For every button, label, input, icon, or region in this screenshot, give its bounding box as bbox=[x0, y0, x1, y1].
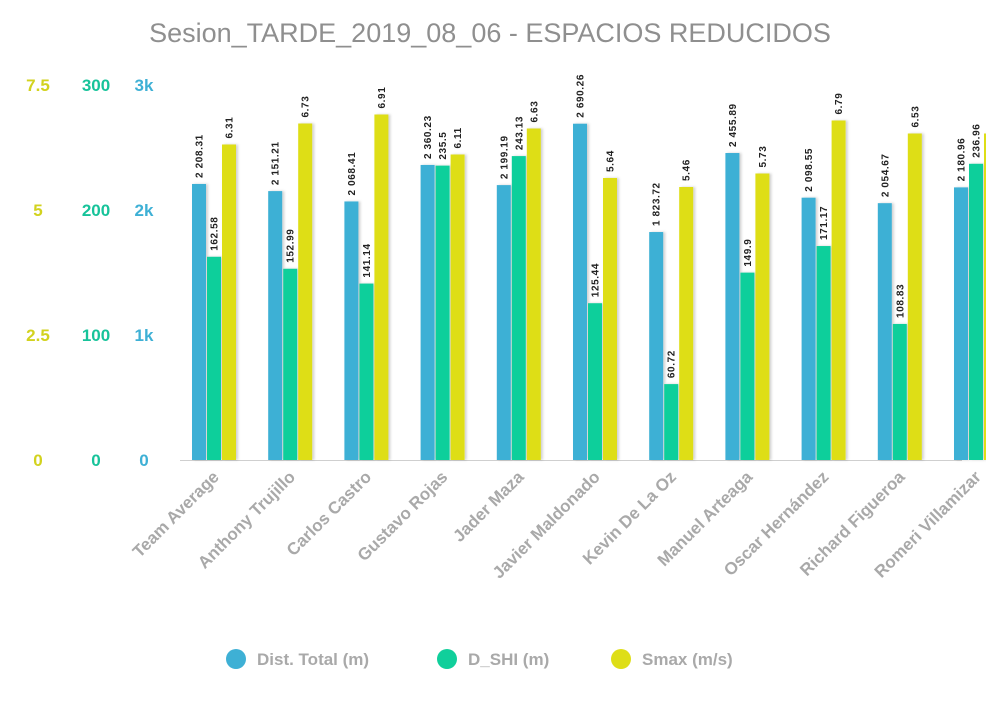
bar[interactable] bbox=[893, 324, 907, 460]
data-label: 2 180.96 bbox=[957, 138, 968, 182]
data-label: 125.44 bbox=[591, 263, 602, 297]
data-label: 141.14 bbox=[362, 243, 373, 277]
bar[interactable] bbox=[512, 156, 526, 460]
y-tick-label: 200 bbox=[82, 201, 110, 220]
y-tick-label: 2.5 bbox=[26, 326, 50, 345]
bar[interactable] bbox=[878, 203, 892, 460]
bar[interactable] bbox=[527, 129, 541, 461]
bar[interactable] bbox=[344, 201, 358, 460]
data-label: 6.11 bbox=[453, 127, 464, 148]
data-label: 243.13 bbox=[514, 116, 525, 150]
data-label: 152.99 bbox=[286, 229, 297, 263]
data-label: 5.73 bbox=[758, 146, 769, 168]
data-label: 2 199.19 bbox=[499, 135, 510, 179]
legend[interactable]: Dist. Total (m) D_SHI (m) Smax (m/s) bbox=[226, 649, 733, 669]
bar[interactable] bbox=[573, 124, 587, 460]
data-label: 2 208.31 bbox=[195, 134, 206, 178]
bar[interactable] bbox=[283, 269, 297, 460]
data-label: 2 098.55 bbox=[804, 148, 815, 192]
legend-marker bbox=[437, 649, 457, 669]
data-label: 236.96 bbox=[972, 124, 983, 158]
bar[interactable] bbox=[908, 134, 922, 461]
bar[interactable] bbox=[359, 284, 373, 460]
x-tick-label: Jader Maza bbox=[449, 467, 528, 546]
bar[interactable] bbox=[969, 164, 983, 460]
y-tick-label: 0 bbox=[91, 451, 100, 470]
bar[interactable] bbox=[954, 187, 968, 460]
legend-item[interactable]: Smax (m/s) bbox=[611, 649, 733, 669]
legend-label: Smax (m/s) bbox=[642, 650, 733, 669]
bar[interactable] bbox=[451, 155, 465, 461]
bar[interactable] bbox=[755, 174, 769, 461]
data-label: 6.91 bbox=[377, 87, 388, 109]
data-label: 2 690.26 bbox=[576, 74, 587, 118]
data-label: 171.17 bbox=[819, 206, 830, 240]
bar[interactable] bbox=[832, 121, 846, 461]
legend-label: Dist. Total (m) bbox=[257, 650, 369, 669]
bar[interactable] bbox=[679, 187, 693, 460]
data-label: 2 068.41 bbox=[347, 152, 358, 196]
bar[interactable] bbox=[421, 165, 435, 460]
data-label: 162.58 bbox=[210, 217, 221, 251]
data-label: 6.79 bbox=[834, 93, 845, 115]
bar[interactable] bbox=[725, 153, 739, 460]
legend-item[interactable]: Dist. Total (m) bbox=[226, 649, 369, 669]
y-tick-label: 100 bbox=[82, 326, 110, 345]
bar[interactable] bbox=[374, 115, 388, 461]
y-tick-label: 3k bbox=[135, 76, 154, 95]
y-tick-label: 2k bbox=[135, 201, 154, 220]
y-tick-label: 0 bbox=[33, 451, 42, 470]
y-tick-label: 7.5 bbox=[26, 76, 50, 95]
bar[interactable] bbox=[436, 166, 450, 460]
y-tick-label: 1k bbox=[135, 326, 154, 345]
data-label: 235.5 bbox=[438, 132, 449, 160]
legend-item[interactable]: D_SHI (m) bbox=[437, 649, 549, 669]
bar[interactable] bbox=[740, 273, 754, 460]
data-label: 2 151.21 bbox=[271, 141, 282, 185]
y-tick-label: 300 bbox=[82, 76, 110, 95]
bars bbox=[192, 115, 986, 461]
data-label: 60.72 bbox=[667, 350, 678, 378]
data-label: 5.46 bbox=[682, 159, 693, 181]
bar[interactable] bbox=[817, 246, 831, 460]
y-tick-label: 5 bbox=[33, 201, 42, 220]
data-label: 6.73 bbox=[301, 96, 312, 118]
bar[interactable] bbox=[588, 303, 602, 460]
data-label: 108.83 bbox=[895, 284, 906, 318]
bar[interactable] bbox=[207, 257, 221, 460]
bar[interactable] bbox=[222, 145, 236, 461]
bar[interactable] bbox=[268, 191, 282, 460]
y-tick-label: 0 bbox=[139, 451, 148, 470]
data-label: 149.9 bbox=[743, 239, 754, 267]
chart-title: Sesion_TARDE_2019_08_06 - ESPACIOS REDUC… bbox=[149, 18, 831, 48]
data-label: 1 823.72 bbox=[652, 182, 663, 226]
legend-marker bbox=[611, 649, 631, 669]
legend-marker bbox=[226, 649, 246, 669]
bar[interactable] bbox=[497, 185, 511, 460]
data-label: 2 054.67 bbox=[880, 153, 891, 197]
legend-label: D_SHI (m) bbox=[468, 650, 549, 669]
data-label: 2 360.23 bbox=[423, 115, 434, 159]
bar[interactable] bbox=[664, 384, 678, 460]
bar[interactable] bbox=[802, 198, 816, 460]
data-label: 6.31 bbox=[225, 117, 236, 139]
bar[interactable] bbox=[649, 232, 663, 460]
data-label: 2 455.89 bbox=[728, 103, 739, 147]
bar[interactable] bbox=[192, 184, 206, 460]
bar[interactable] bbox=[603, 178, 617, 460]
data-label: 5.64 bbox=[606, 150, 617, 172]
data-label: 6.63 bbox=[529, 101, 540, 123]
data-label: 6.53 bbox=[910, 106, 921, 128]
bar[interactable] bbox=[298, 124, 312, 461]
